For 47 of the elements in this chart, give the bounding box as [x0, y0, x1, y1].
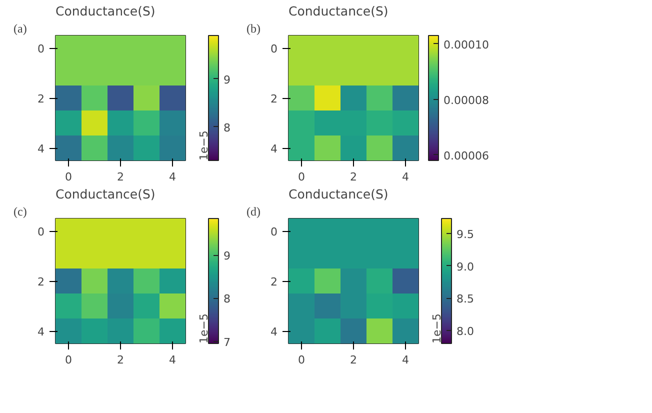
chart-title: Conductance(S) — [288, 186, 388, 202]
x-tick-label: 2 — [117, 170, 124, 184]
text: 1e−5 — [198, 314, 210, 344]
y-tick-label: 0 — [270, 226, 278, 238]
y-tick-label: 4 — [38, 326, 44, 338]
y-tick-label: 4 — [270, 142, 278, 156]
text: (b) — [246, 22, 260, 36]
x-tick-label: 4 — [402, 170, 409, 184]
y-tick-label: 0 — [38, 226, 44, 238]
x-tick-label: 0 — [65, 170, 72, 184]
color-bar-label: 0.00006 — [444, 149, 489, 162]
color-bar-label: 8.5 — [456, 292, 474, 306]
color-bar-label: 8 — [224, 292, 230, 306]
text: 1e−5 — [198, 130, 210, 160]
chart-title: Conductance(S) — [56, 4, 156, 18]
chart-title: Conductance(S) — [56, 186, 156, 202]
y-tick-label: 2 — [270, 276, 278, 288]
x-tick-label: 0 — [298, 354, 305, 366]
color-bar-label: 9 — [224, 250, 230, 263]
color-bar-label: 9.0 — [456, 260, 474, 274]
x-tick-label: 2 — [117, 354, 124, 366]
chart-title: Conductance(S) — [288, 4, 388, 18]
x-tick-label: 4 — [169, 170, 176, 184]
text: (d) — [246, 204, 260, 218]
y-tick-label: 4 — [270, 326, 278, 338]
color-bar-label: 8 — [224, 121, 230, 134]
y-tick-label: 0 — [38, 42, 44, 56]
color-bar-label: 7 — [224, 336, 230, 349]
x-tick-label: 4 — [169, 354, 176, 366]
text: 1e−5 — [430, 314, 444, 344]
y-tick-label: 2 — [38, 92, 44, 106]
x-tick-label: 0 — [298, 170, 305, 184]
x-tick-label: 2 — [350, 170, 357, 184]
color-bar-label: 0.00008 — [444, 94, 489, 107]
color-bar-label: 0.00010 — [444, 38, 489, 52]
color-bar-label: 8.0 — [456, 325, 474, 338]
y-tick-label: 2 — [270, 92, 278, 106]
text: (a) — [14, 22, 27, 36]
text: (c) — [14, 204, 27, 218]
color-bar-label: 9.5 — [456, 228, 474, 241]
color-bar-label: 9 — [224, 73, 230, 86]
x-tick-label: 0 — [65, 354, 72, 366]
x-tick-label: 4 — [402, 354, 409, 366]
x-tick-label: 2 — [350, 354, 357, 366]
y-tick-label: 4 — [38, 142, 44, 156]
y-tick-label: 0 — [270, 42, 278, 56]
y-tick-label: 2 — [38, 276, 44, 288]
